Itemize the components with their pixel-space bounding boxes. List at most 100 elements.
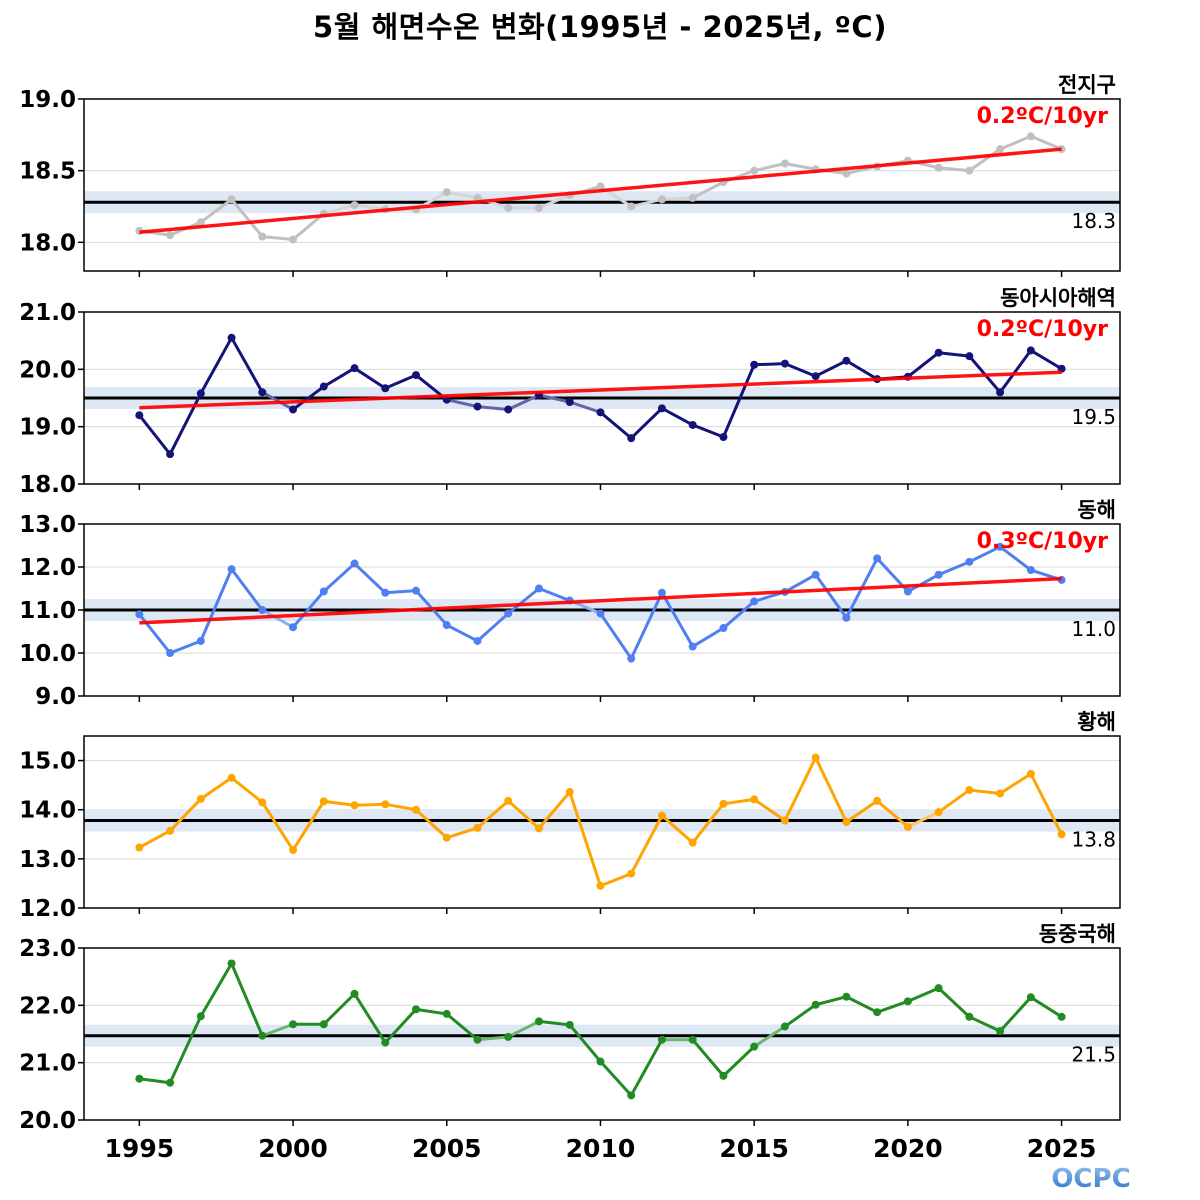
series-segment: [445, 190, 479, 200]
data-point-1997: [196, 389, 205, 398]
panel-2: 9.0 10.0 11.0 12.0 13.0 동해 0.3ºC/10yr 11.0: [19, 498, 1121, 710]
data-point-2011: [627, 654, 636, 663]
panel-frame: [83, 947, 1121, 1121]
data-point-2019: [873, 554, 882, 563]
series-segment: [568, 790, 602, 888]
data-point-2005: [442, 621, 451, 630]
data-point-1998: [227, 333, 236, 342]
series-segment: [506, 587, 541, 615]
data-point-2010: [596, 1057, 605, 1066]
data-point-2024: [1026, 346, 1035, 355]
data-point-2017: [811, 372, 820, 381]
data-point-2014: [719, 432, 728, 441]
series-segment: [199, 197, 234, 224]
data-point-2021: [934, 984, 943, 993]
series-segment: [168, 797, 203, 833]
series-segment: [506, 393, 541, 411]
data-point-2012: [657, 1035, 666, 1044]
series-segment: [598, 1060, 633, 1097]
data-point-2008: [534, 1017, 543, 1026]
series-segment: [230, 961, 264, 1038]
series-segment: [230, 776, 264, 804]
data-point-2000: [289, 235, 298, 244]
y-tick-label: 20.0: [19, 1108, 76, 1134]
series-segment: [1029, 134, 1064, 151]
x-tick-label: 1995: [105, 1134, 175, 1163]
data-point-2017: [811, 1000, 820, 1009]
series-segment: [752, 162, 787, 173]
data-point-2002: [350, 801, 359, 810]
y-tick-label: 9.0: [35, 684, 76, 710]
y-tick-label: 19.0: [19, 415, 76, 441]
series-segment: [137, 829, 172, 850]
svg-text:OCPC: OCPC: [1051, 1164, 1130, 1192]
mean-label: 21.5: [1071, 1043, 1116, 1067]
series-segment: [967, 545, 1002, 564]
series-segment: [629, 591, 664, 661]
series-segment: [137, 1077, 172, 1085]
series-segment: [168, 391, 203, 456]
series-segment: [783, 362, 818, 378]
series-segment: [475, 799, 510, 830]
data-point-2010: [596, 609, 605, 618]
x-tick-label: 2015: [719, 1134, 789, 1163]
series-segment: [291, 212, 326, 241]
data-point-2013: [688, 193, 697, 202]
data-point-2007: [504, 796, 513, 805]
y-tick-label: 18.0: [19, 472, 76, 498]
data-point-2025: [1057, 830, 1066, 839]
series-segment: [783, 573, 818, 594]
panel-frame: [83, 735, 1121, 909]
series-segment: [322, 992, 357, 1026]
y-tick-label: 13.0: [19, 512, 76, 538]
series-segment: [937, 560, 971, 577]
data-point-1998: [227, 565, 236, 574]
x-tick-label: 2020: [873, 1134, 943, 1163]
series-segment: [414, 808, 449, 840]
panel-1: 18.0 19.0 20.0 21.0 동아시아해역 0.2ºC/10yr 19.5: [19, 286, 1121, 498]
data-point-2012: [657, 404, 666, 413]
series-segment: [752, 362, 787, 367]
y-tick-label: 19.0: [19, 87, 76, 113]
data-point-2022: [965, 1012, 974, 1021]
series-segment: [752, 797, 787, 823]
data-point-2014: [719, 1071, 728, 1080]
series-segment: [168, 639, 203, 655]
data-point-2022: [965, 557, 974, 566]
data-point-1998: [227, 959, 236, 968]
series-segment: [814, 995, 848, 1007]
data-point-2024: [1026, 566, 1035, 575]
data-point-2016: [780, 816, 789, 825]
data-point-2016: [780, 1022, 789, 1031]
data-point-2016: [780, 359, 789, 368]
series-segment: [199, 961, 234, 1018]
panel-3: 12.0 13.0 14.0 15.0 황해 13.8: [19, 710, 1121, 922]
data-point-2013: [688, 1035, 697, 1044]
data-point-2000: [289, 846, 298, 855]
region-label: 동아시아해역: [1000, 286, 1116, 310]
series-segment: [752, 1025, 787, 1049]
series-segment: [937, 166, 971, 173]
series-segment: [721, 363, 756, 439]
y-tick-label: 12.0: [19, 555, 76, 581]
data-point-2011: [627, 434, 636, 443]
data-point-2018: [842, 818, 851, 826]
data-point-2004: [412, 805, 421, 814]
data-point-2001: [319, 797, 328, 806]
data-point-2023: [996, 388, 1005, 397]
series-segment: [967, 788, 1002, 795]
series-segment: [998, 995, 1033, 1033]
data-point-2015: [750, 795, 759, 804]
data-point-1997: [196, 1012, 205, 1021]
data-point-2017: [811, 753, 820, 762]
series-segment: [598, 872, 633, 888]
data-point-2015: [750, 597, 759, 606]
trend-line: [139, 370, 1062, 410]
panel-frame: [83, 98, 1121, 272]
data-point-2011: [627, 869, 636, 878]
series-segment: [353, 992, 387, 1045]
series-segment: [230, 197, 264, 239]
series-segment: [291, 799, 326, 852]
data-point-2012: [657, 811, 666, 820]
